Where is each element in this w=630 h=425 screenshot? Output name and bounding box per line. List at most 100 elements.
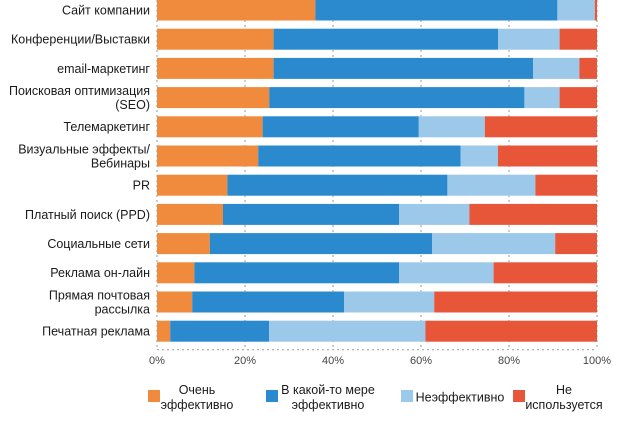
bar-segment [192,291,344,313]
bar-segment [209,233,432,255]
category-label-line: рассылка [95,302,150,316]
category-label-line: Печатная реклама [42,325,150,339]
bar-segment [269,320,426,342]
bar-segment [559,87,597,109]
category-label: Визуальные эффекты/Вебинары [18,142,150,170]
category-label: Поисковая оптимизация (SEO) [9,84,150,112]
bar-segment [498,145,597,167]
category-label: PR [133,179,150,193]
bar-segment [157,28,274,50]
bar-segment [434,291,597,313]
legend-label-line: В какой-то мере [281,383,375,397]
bar-segment [555,233,597,255]
bar-segment [460,145,498,167]
legend-label-line: эффективно [161,398,234,412]
category-label-line: Социальные сети [47,237,150,251]
bar-segment [425,320,597,342]
category-label: Печатная реклама [42,325,150,339]
category-label: Реклама он-лайн [50,266,150,280]
bar-segment [399,262,494,284]
category-label: Телемаркетинг [63,120,150,134]
category-label: Социальные сети [47,237,150,251]
category-label-line: PR [133,179,150,193]
legend-label: В какой-то мере эффективно [281,383,375,412]
bar-segment [258,145,461,167]
bar-segment [524,87,560,109]
bar-segment [157,262,195,284]
category-label-line: Сайт компании [62,3,150,17]
bar-segment [432,233,556,255]
bar-segment [469,203,597,225]
bar-segment [594,0,597,21]
bar-segment [557,0,595,21]
bar-segment [227,174,448,196]
legend-swatch [401,390,413,402]
legend-label-line: Неэффективно [416,390,505,404]
category-label-line: Телемаркетинг [63,120,150,134]
x-tick-label: 20% [234,355,256,367]
bars [157,0,597,342]
category-label-line: Визуальные эффекты/ [18,142,150,156]
bar-segment [447,174,536,196]
category-label-line: Вебинары [91,156,150,170]
bar-segment [579,57,597,79]
bar-segment [157,174,228,196]
bar-segment [157,291,193,313]
category-label-line: Прямая почтовая [49,288,150,302]
x-axis-ticks: 0% 20% 40% 60% 80% 100% [149,355,611,367]
bar-segment [157,57,274,79]
legend-label: Очень эффективно [161,383,234,412]
bar-segment [269,87,525,109]
bar-segment [157,320,171,342]
category-labels: Сайт компании Конференции/Выставки email-м… [9,3,151,338]
bar-segment [157,87,270,109]
bar-segment [315,0,558,21]
category-label: Платный поиск (PPD) [25,208,150,222]
x-tick-label: 100% [583,355,611,367]
bar-segment [535,174,597,196]
bar-segment [559,28,597,50]
category-label-line: Реклама он-лайн [50,266,150,280]
bar-segment [157,116,263,138]
bar-segment [262,116,419,138]
legend-swatch [148,390,160,402]
bar-segment [498,28,560,50]
bar-segment [170,320,270,342]
bar-segment [157,145,259,167]
bar-segment [157,233,210,255]
x-tick-label: 40% [322,355,344,367]
legend-swatch [513,390,525,402]
legend-label-line: используется [525,398,602,412]
bar-segment [493,262,597,284]
legend-label-line: Очень [179,383,216,397]
category-label-line: Конференции/Выставки [11,33,150,47]
legend-label: Неэффективно [416,390,505,404]
x-tick-label: 80% [498,355,520,367]
bar-segment [194,262,399,284]
bar-segment [157,0,316,21]
category-label-line: Поисковая оптимизация [9,84,150,98]
bar-segment [399,203,470,225]
bar-segment [273,28,498,50]
category-label-line: Платный поиск (PPD) [25,208,150,222]
bar-segment [223,203,399,225]
category-label: Конференции/Выставки [11,33,150,47]
x-tick-label: 0% [149,355,165,367]
bar-segment [344,291,435,313]
category-label-line: (SEO) [115,98,150,112]
legend-label: Не используется [525,383,602,412]
bar-segment [157,203,223,225]
category-label-line: email-маркетинг [57,62,150,76]
bar-segment [533,57,580,79]
category-label: email-маркетинг [57,62,150,76]
category-label: Прямая почтовая рассылка [49,288,150,316]
bar-segment [273,57,534,79]
bar-segment [418,116,485,138]
x-tick-label: 60% [410,355,432,367]
legend-label-line: эффективно [292,398,365,412]
grid [156,0,598,351]
category-label: Сайт компании [62,3,150,17]
legend-label-line: Не [556,383,572,397]
